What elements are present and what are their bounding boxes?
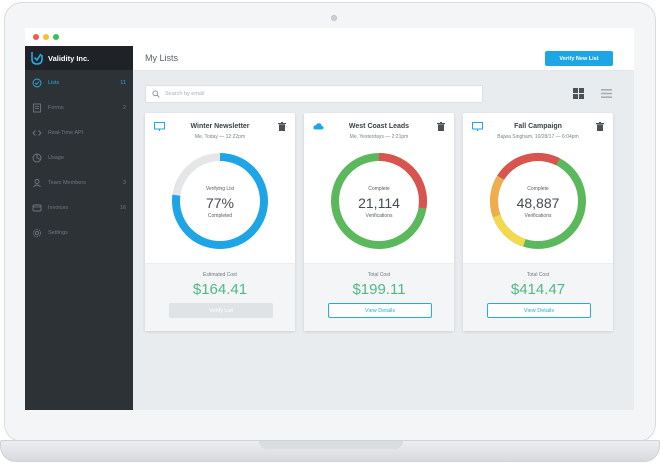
- team-icon: [33, 178, 41, 187]
- list-card-west-coast-leads[interactable]: West Coast Leads Me, Yesterdays — 2:21pm…: [304, 113, 454, 331]
- trash-icon[interactable]: [437, 122, 445, 131]
- main-content: My Lists Verify New List: [133, 46, 634, 410]
- verification-ring: Complete 48,887 Verifications: [488, 151, 588, 251]
- sidebar-item-usage[interactable]: Usage: [25, 145, 133, 170]
- cost-label: Estimated Cost: [203, 272, 237, 278]
- check-circle-icon: [32, 78, 42, 87]
- page-title: My Lists: [145, 53, 179, 63]
- ring-status: Verifying List: [205, 186, 235, 192]
- card-footer: Estimated Cost $164.41 Verify List: [145, 263, 295, 331]
- ring-segment-invalid: [331, 153, 427, 249]
- card-header: Winter Newsletter Me, Today — 12:22pm: [145, 113, 295, 141]
- card-title: Winter Newsletter: [190, 123, 250, 130]
- card-header: Fall Campaign Bajwa Singham, 10/28/17 — …: [463, 113, 613, 141]
- monitor-icon: [472, 122, 483, 131]
- sidebar-item-count: 3: [122, 179, 126, 186]
- list-view-icon[interactable]: [601, 88, 612, 99]
- verification-ring: Complete 21,114 Verifications: [329, 151, 429, 251]
- search-input[interactable]: [165, 91, 465, 97]
- view-details-button[interactable]: View Details: [328, 303, 432, 318]
- ring-status: Complete: [527, 186, 549, 192]
- sidebar-item-label: Usage: [48, 154, 64, 161]
- ring-caption: Verifications: [524, 213, 552, 219]
- grid-view-icon[interactable]: [573, 88, 584, 99]
- camera-icon: [331, 15, 337, 21]
- sidebar-item-label: Lists: [48, 79, 60, 86]
- brand[interactable]: Validity Inc.: [25, 46, 133, 70]
- laptop-base: [0, 440, 660, 462]
- sidebar-item-count: 16: [119, 204, 126, 211]
- card-header: West Coast Leads Me, Yesterdays — 2:21pm: [304, 113, 454, 141]
- window-chrome: [25, 28, 634, 46]
- view-details-button[interactable]: View Details: [487, 303, 591, 318]
- maximize-window-button[interactable]: [53, 34, 59, 40]
- card-title: West Coast Leads: [348, 123, 410, 130]
- sidebar-item-team-members[interactable]: Team Members 3: [25, 170, 133, 195]
- card-subtitle: Me, Today — 12:22pm: [194, 134, 246, 140]
- cost-label: Total Cost: [367, 272, 391, 278]
- ring-status: Complete: [368, 186, 390, 192]
- card-footer: Total Cost $414.47 View Details: [463, 263, 613, 331]
- progress-ring: Verifying List 77% Completed: [170, 151, 270, 251]
- card-footer: Total Cost $199.11 View Details: [304, 263, 454, 331]
- minimize-window-button[interactable]: [43, 34, 49, 40]
- ring-chart: [172, 153, 268, 249]
- sidebar-item-label: Real-Time API: [48, 129, 84, 136]
- sidebar-item-label: Settings: [48, 229, 68, 236]
- cost-label: Total Cost: [526, 272, 550, 278]
- cost-value: $164.41: [192, 281, 248, 298]
- header: My Lists Verify New List: [133, 46, 634, 71]
- cost-value: $199.11: [352, 281, 406, 298]
- list-card-fall-campaign[interactable]: Fall Campaign Bajwa Singham, 10/28/17 — …: [463, 113, 613, 331]
- sidebar-item-forms[interactable]: Forms 2: [25, 95, 133, 120]
- close-window-button[interactable]: [33, 34, 39, 40]
- sidebar-item-label: Invoices: [48, 204, 69, 211]
- list-card-winter-newsletter[interactable]: Winter Newsletter Me, Today — 12:22pm Ve…: [145, 113, 295, 331]
- card-subtitle: Me, Yesterdays — 2:21pm: [349, 134, 409, 140]
- sidebar-item-lists[interactable]: Lists 11: [25, 70, 133, 95]
- ring-chart: [490, 152, 586, 249]
- sidebar-item-settings[interactable]: Settings: [25, 220, 133, 245]
- sidebar-item-label: Team Members: [48, 179, 86, 186]
- usage-chart-icon: [32, 153, 42, 162]
- verify-list-button[interactable]: Verify List: [169, 303, 273, 318]
- laptop-notch: [259, 441, 403, 449]
- ring-progress: [172, 153, 268, 249]
- sidebar-item-count: 11: [120, 79, 126, 86]
- sidebar-item-count: 2: [122, 104, 126, 111]
- validity-logo-icon: [31, 52, 43, 65]
- invoice-icon: [32, 204, 42, 211]
- ring-segment-invalid: [490, 153, 586, 249]
- ring-caption: Completed: [207, 213, 233, 219]
- search-bar: [145, 85, 483, 103]
- gear-icon: [32, 228, 42, 237]
- sidebar: Validity Inc. Lists 11 Forms 2 Real-Time…: [25, 46, 133, 410]
- app-window: Validity Inc. Lists 11 Forms 2 Real-Time…: [25, 28, 634, 410]
- trash-icon[interactable]: [596, 122, 604, 131]
- ring-value: 48,887: [516, 195, 560, 211]
- code-icon: [32, 129, 42, 136]
- search-icon: [152, 90, 160, 98]
- ring-value: 21,114: [358, 195, 400, 211]
- sidebar-item-invoices[interactable]: Invoices 16: [25, 195, 133, 220]
- card-title: Fall Campaign: [514, 123, 562, 130]
- ring-chart: [331, 153, 427, 249]
- brand-name: Validity Inc.: [48, 53, 90, 63]
- sidebar-item-label: Forms: [48, 104, 64, 111]
- salesforce-cloud-icon: [313, 123, 324, 130]
- cost-value: $414.47: [510, 281, 566, 298]
- trash-icon[interactable]: [278, 122, 286, 131]
- verify-new-list-button[interactable]: Verify New List: [545, 51, 613, 66]
- sidebar-item-real-time-api[interactable]: Real-Time API: [25, 120, 133, 145]
- ring-caption: Verifications: [365, 213, 393, 219]
- card-subtitle: Bajwa Singham, 10/28/17 — 6:04pm: [497, 134, 579, 140]
- ring-value: 77%: [205, 195, 235, 211]
- form-icon: [33, 103, 41, 112]
- monitor-icon: [154, 122, 165, 131]
